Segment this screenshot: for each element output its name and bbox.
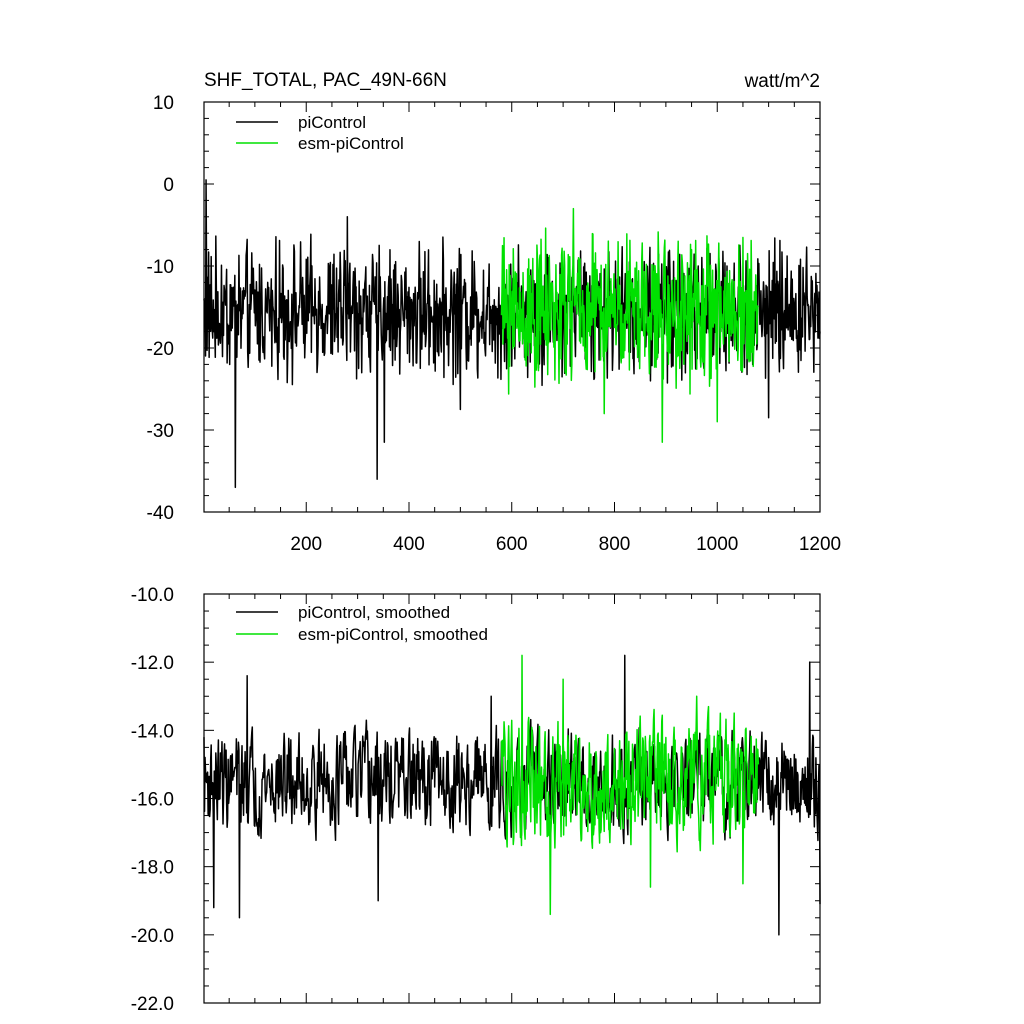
y-tick-label: -10	[147, 257, 174, 278]
y-tick-label: 0	[163, 175, 174, 196]
y-tick-label: -12.0	[131, 653, 174, 674]
y-tick-label: -40	[147, 503, 174, 524]
bottom-legend: piControl, smoothed esm-piControl, smoot…	[236, 603, 488, 644]
y-tick-label: -22.0	[131, 994, 174, 1015]
x-tick-label: 600	[496, 534, 528, 555]
y-tick-label: -16.0	[131, 790, 174, 811]
units-label: watt/m^2	[744, 71, 820, 92]
series-line-1	[500, 654, 760, 916]
top-legend: piControl esm-piControl	[236, 113, 404, 153]
legend-label-picontrol: piControl	[298, 113, 366, 132]
y-tick-label: -20.0	[131, 926, 174, 947]
y-tick-label: 10	[153, 93, 174, 114]
bottom-panel: -10.0 -12.0 -14.0 -16.0 -18.0 -20.0 -22.0 piCo…	[131, 585, 821, 1015]
x-tick-label: 1200	[799, 534, 841, 555]
bottom-plot-area: -10.0 -12.0 -14.0 -16.0 -18.0 -20.0 -22.0	[131, 585, 821, 1015]
legend-label-esm-picontrol: esm-piControl	[298, 134, 404, 153]
y-tick-label: -30	[147, 421, 174, 442]
legend-label-picontrol-smoothed: piControl, smoothed	[298, 603, 450, 622]
chart-title: SHF_TOTAL, PAC_49N-66N	[204, 70, 447, 91]
x-tick-label: 200	[290, 534, 322, 555]
top-panel: SHF_TOTAL, PAC_49N-66N watt/m^2 200 400 60…	[147, 70, 842, 555]
y-tick-label: -10.0	[131, 585, 174, 606]
y-tick-label: -18.0	[131, 858, 174, 879]
x-tick-label: 1000	[696, 534, 738, 555]
top-plot-area: 200 400 600 800 1000 1200 10 0 -10 -20 -30 -40	[147, 93, 842, 555]
y-tick-label: -14.0	[131, 721, 174, 742]
y-tick-label: -20	[147, 339, 174, 360]
legend-label-esm-picontrol-smoothed: esm-piControl, smoothed	[298, 625, 488, 644]
x-tick-label: 400	[393, 534, 425, 555]
x-tick-label: 800	[599, 534, 631, 555]
series-line-1	[500, 207, 760, 444]
